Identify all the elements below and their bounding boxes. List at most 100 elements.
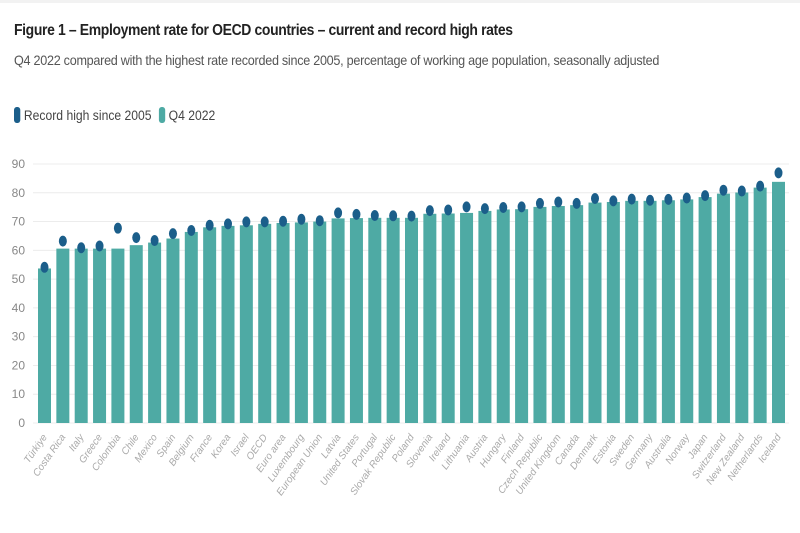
- dot-colombia[interactable]: [113, 222, 122, 234]
- bar-belgium[interactable]: [184, 231, 198, 423]
- dot-portugal[interactable]: [370, 210, 379, 222]
- dot-costa-rica[interactable]: [58, 235, 67, 247]
- bar-slovak-republic[interactable]: [386, 217, 400, 423]
- dot-iceland[interactable]: [774, 167, 783, 179]
- dot-spain[interactable]: [168, 228, 177, 240]
- dot-slovenia[interactable]: [425, 205, 434, 217]
- dot-ireland[interactable]: [444, 204, 453, 216]
- dot-hungary[interactable]: [499, 201, 508, 213]
- dot-poland[interactable]: [407, 210, 416, 222]
- dot-latvia[interactable]: [334, 207, 343, 219]
- record-high-dots: [40, 167, 783, 273]
- dot-netherlands[interactable]: [756, 180, 765, 192]
- dot-united-kingdom[interactable]: [554, 196, 563, 208]
- dot-sweden[interactable]: [627, 193, 636, 205]
- dot-luxembourg[interactable]: [297, 213, 306, 225]
- dot-estonia[interactable]: [609, 195, 618, 207]
- dot-denmark[interactable]: [591, 193, 599, 205]
- bar-australia[interactable]: [661, 200, 675, 423]
- bar-oecd[interactable]: [258, 223, 272, 423]
- y-tick-label: 70: [12, 215, 26, 229]
- dot-australia[interactable]: [664, 193, 673, 205]
- bar-european-union[interactable]: [313, 221, 327, 423]
- legend: Record high since 2005 Q4 2022: [14, 107, 222, 123]
- bar-finland[interactable]: [515, 209, 529, 423]
- bar-japan[interactable]: [698, 197, 712, 423]
- bar-sweden[interactable]: [625, 200, 639, 423]
- bar-lithuania[interactable]: [460, 212, 474, 423]
- bar-czech-republic[interactable]: [533, 206, 547, 423]
- bar-italy[interactable]: [74, 248, 88, 423]
- bar-france[interactable]: [203, 227, 217, 423]
- dot-france[interactable]: [205, 219, 214, 231]
- y-tick-label: 60: [12, 243, 26, 257]
- top-border: [0, 0, 800, 3]
- bar-germany[interactable]: [643, 200, 657, 423]
- bar-slovenia[interactable]: [423, 213, 437, 423]
- dot-czech-republic[interactable]: [535, 197, 544, 209]
- bar-greece[interactable]: [93, 248, 107, 423]
- dot-italy[interactable]: [77, 242, 86, 254]
- q4-2022-swatch-icon: [158, 107, 166, 123]
- y-tick-label: 90: [12, 157, 26, 171]
- bar-austria[interactable]: [478, 210, 492, 423]
- legend-item-q4-2022[interactable]: Q4 2022: [158, 107, 216, 123]
- dot-oecd[interactable]: [260, 216, 269, 228]
- dot-germany[interactable]: [646, 194, 655, 206]
- bar-spain[interactable]: [166, 238, 180, 423]
- bar-hungary[interactable]: [496, 209, 510, 423]
- bar-t-rkiye[interactable]: [38, 268, 51, 423]
- bar-portugal[interactable]: [368, 217, 382, 423]
- dot-new-zealand[interactable]: [737, 185, 746, 197]
- y-tick-label: 20: [12, 358, 26, 372]
- bar-new-zealand[interactable]: [735, 192, 749, 423]
- dot-t-rkiye[interactable]: [40, 261, 49, 273]
- dot-finland[interactable]: [517, 201, 526, 213]
- y-tick-label: 30: [12, 330, 26, 344]
- bar-canada[interactable]: [570, 205, 584, 423]
- dot-belgium[interactable]: [187, 224, 196, 236]
- dot-united-states[interactable]: [352, 208, 361, 220]
- bar-chile[interactable]: [129, 245, 143, 423]
- dot-greece[interactable]: [95, 240, 104, 252]
- bar-mexico[interactable]: [148, 242, 162, 423]
- dot-norway[interactable]: [682, 192, 691, 204]
- dot-chile[interactable]: [132, 232, 141, 244]
- dot-mexico[interactable]: [150, 235, 159, 247]
- bar-estonia[interactable]: [606, 201, 620, 423]
- dot-canada[interactable]: [572, 197, 581, 209]
- bar-israel[interactable]: [239, 225, 253, 423]
- y-tick-label: 50: [12, 272, 26, 286]
- bar-ireland[interactable]: [441, 213, 455, 423]
- dot-korea[interactable]: [224, 218, 232, 230]
- bar-poland[interactable]: [405, 217, 418, 423]
- bar-united-kingdom[interactable]: [551, 206, 565, 423]
- bar-luxembourg[interactable]: [294, 222, 308, 423]
- dot-austria[interactable]: [480, 203, 489, 215]
- bar-denmark[interactable]: [588, 202, 602, 423]
- bar-iceland[interactable]: [772, 181, 785, 423]
- dot-european-union[interactable]: [315, 215, 324, 227]
- bar-latvia[interactable]: [331, 218, 345, 423]
- dot-slovak-republic[interactable]: [389, 210, 398, 222]
- dot-israel[interactable]: [242, 216, 251, 228]
- bar-switzerland[interactable]: [716, 193, 730, 423]
- bar-netherlands[interactable]: [753, 187, 767, 423]
- bar-costa-rica[interactable]: [56, 248, 70, 423]
- chart-title: Figure 1 – Employment rate for OECD coun…: [14, 22, 513, 39]
- legend-item-record-high[interactable]: Record high since 2005: [14, 107, 152, 123]
- dot-lithuania[interactable]: [462, 201, 471, 213]
- y-tick-label: 0: [18, 416, 25, 430]
- dot-japan[interactable]: [701, 190, 710, 202]
- bar-colombia[interactable]: [111, 248, 125, 423]
- bar-euro-area[interactable]: [276, 222, 290, 423]
- dot-euro-area[interactable]: [279, 215, 288, 227]
- x-tick-label: Korea: [209, 432, 234, 461]
- bar-korea[interactable]: [221, 225, 235, 423]
- legend-label: Q4 2022: [168, 107, 216, 123]
- bar-united-states[interactable]: [349, 218, 363, 423]
- dot-switzerland[interactable]: [719, 184, 728, 196]
- bar-norway[interactable]: [680, 199, 694, 423]
